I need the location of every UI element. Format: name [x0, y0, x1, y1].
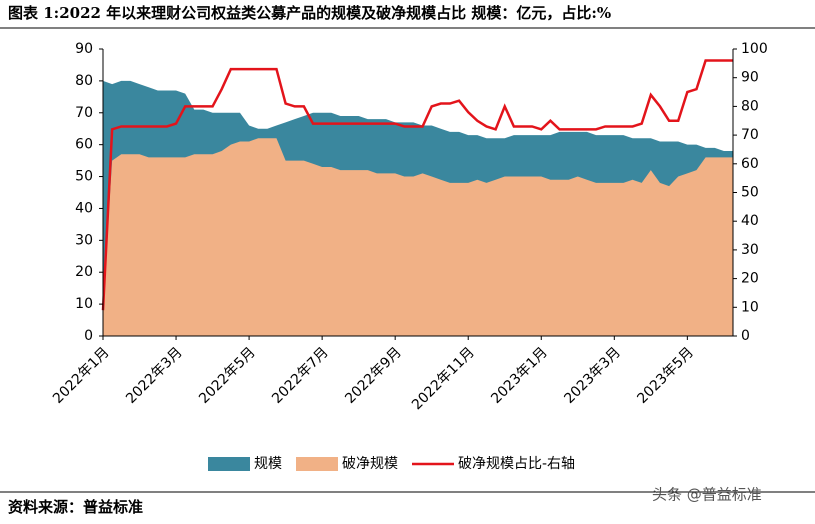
- legend-label: 破净规模: [342, 456, 398, 472]
- y2-tick-label: 20: [741, 271, 759, 287]
- x-tick-label: 2023年1月: [488, 344, 551, 407]
- y-tick-label: 40: [75, 200, 93, 216]
- y2-tick-label: 30: [741, 242, 759, 258]
- x-tick-label: 2022年3月: [123, 344, 186, 407]
- y2-tick-label: 100: [741, 41, 768, 57]
- y2-tick-label: 50: [741, 185, 759, 201]
- y-tick-label: 90: [75, 41, 93, 57]
- x-tick-label: 2022年5月: [196, 344, 259, 407]
- y2-tick-label: 70: [741, 127, 759, 143]
- y2-tick-label: 90: [741, 70, 759, 86]
- line: [101, 59, 733, 311]
- legend-label: 破净规模占比-右轴: [458, 456, 575, 472]
- y2-tick-label: 0: [741, 328, 750, 344]
- legend-label: 规模: [254, 456, 282, 472]
- y-tick-label: 20: [75, 264, 93, 280]
- x-tick-label: 2023年5月: [634, 344, 697, 407]
- chart-title: 图表 1:2022 年以来理财公司权益类公募产品的规模及破净规模占比 规模：亿元…: [8, 4, 611, 22]
- x-tick-label: 2022年7月: [269, 344, 332, 407]
- source: 资料来源：普益标准: [8, 498, 143, 516]
- y-tick-label: 60: [75, 137, 93, 153]
- y-tick-label: 80: [75, 73, 93, 89]
- x-tick-label: 2023年3月: [561, 344, 624, 407]
- y-tick-label: 30: [75, 232, 93, 248]
- legend-swatch: [296, 457, 338, 471]
- watermark: 头条 @普益标准: [652, 486, 762, 504]
- y-tick-label: 50: [75, 169, 93, 185]
- area: [103, 138, 733, 336]
- y2-tick-label: 80: [741, 98, 759, 114]
- legend-swatch: [208, 457, 250, 471]
- y2-tick-label: 60: [741, 156, 759, 172]
- y-tick-label: 70: [75, 105, 93, 121]
- y2-tick-label: 10: [741, 299, 759, 315]
- y-tick-label: 0: [84, 328, 93, 344]
- x-tick-label: 2022年9月: [342, 344, 405, 407]
- x-tick-label: 2022年11月: [409, 344, 478, 413]
- y2-tick-label: 40: [741, 213, 759, 229]
- y-tick-label: 10: [75, 296, 93, 312]
- x-tick-label: 2022年1月: [50, 344, 113, 407]
